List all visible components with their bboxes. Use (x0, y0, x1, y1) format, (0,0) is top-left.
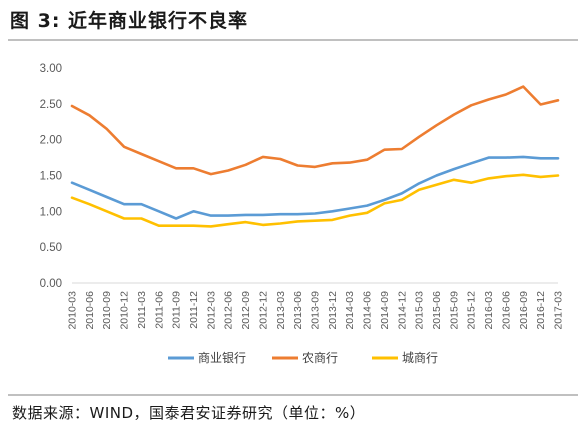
x-tick-label: 2011-03 (136, 291, 148, 329)
y-tick-label: 2.00 (40, 135, 62, 147)
title-divider (8, 39, 578, 41)
x-tick-label: 2016-06 (500, 291, 512, 330)
source-note: 数据来源：WIND，国泰君安证券研究（单位：%） (12, 404, 366, 422)
x-tick-label: 2012-12 (257, 291, 269, 330)
series-line-2 (70, 173, 560, 228)
x-tick-label: 2016-09 (518, 291, 530, 330)
series-line-0 (70, 155, 560, 220)
x-tick-label: 2012-09 (240, 291, 252, 330)
x-tick-label: 2014-03 (344, 291, 356, 330)
chart-title: 图 3: 近年商业银行不良率 (10, 10, 249, 32)
series-line-1 (70, 85, 560, 176)
series-lines (70, 85, 560, 228)
x-tick-label: 2011-12 (188, 291, 200, 329)
x-tick-label: 2013-06 (292, 291, 304, 330)
x-tick-label: 2016-03 (483, 291, 495, 330)
x-tick-label: 2010-09 (101, 291, 113, 330)
x-tick-label: 2011-09 (171, 291, 183, 329)
y-tick-label: 1.00 (40, 206, 62, 218)
x-tick-label: 2014-12 (396, 291, 408, 330)
y-tick-label: 0.50 (40, 242, 62, 254)
x-tick-label: 2010-12 (119, 291, 131, 330)
legend-label: 城商行 (402, 350, 438, 365)
x-tick-label: 2012-03 (205, 291, 217, 330)
x-tick-label: 2013-12 (327, 291, 339, 330)
x-tick-label: 2014-09 (379, 291, 391, 330)
x-tick-label: 2014-06 (362, 291, 374, 330)
x-tick-label: 2015-09 (448, 291, 460, 330)
x-tick-label: 2011-06 (153, 291, 165, 329)
y-axis: 0.00 0.50 1.00 1.50 2.00 2.50 3.00 (40, 63, 62, 290)
x-tick-label: 2015-03 (414, 291, 426, 330)
legend-label: 农商行 (302, 350, 338, 365)
y-tick-label: 0.00 (40, 278, 62, 290)
y-tick-label: 2.50 (40, 99, 62, 111)
y-tick-label: 3.00 (40, 63, 62, 75)
footer-divider (8, 394, 578, 396)
x-tick-label: 2016-12 (535, 291, 547, 330)
x-axis: 2010-03 2010-06 2010-09 2010-12 2011-03 2011-… (67, 282, 565, 330)
legend-label: 商业银行 (198, 350, 246, 365)
x-tick-label: 2015-12 (466, 291, 478, 330)
x-tick-label: 2017-03 (553, 291, 565, 330)
x-tick-label: 2010-03 (67, 291, 79, 330)
x-tick-label: 2010-06 (84, 291, 96, 330)
x-tick-label: 2012-06 (223, 291, 235, 330)
x-tick-label: 2013-03 (275, 291, 287, 330)
x-tick-label: 2015-06 (431, 291, 443, 330)
x-tick-label: 2013-09 (310, 291, 322, 330)
y-tick-label: 1.50 (40, 171, 62, 183)
legend: 商业银行 农商行 城商行 (168, 350, 438, 365)
